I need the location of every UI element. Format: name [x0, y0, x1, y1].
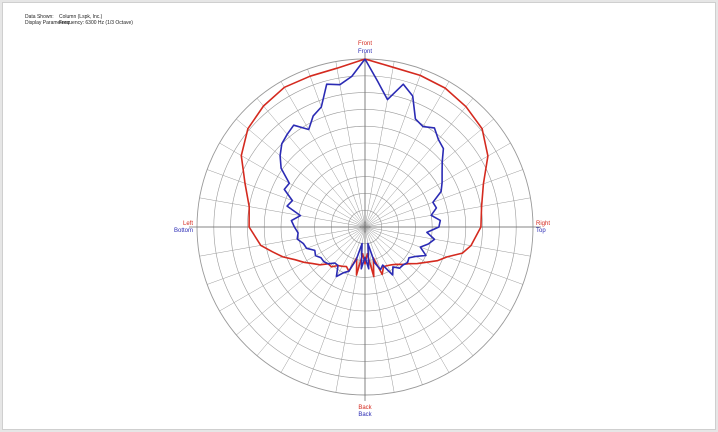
series-line-red [240, 58, 489, 278]
grid-spoke [364, 226, 523, 285]
grid-spoke [335, 226, 366, 393]
polar-chart: Front Front Back Back Left Bottom Right … [174, 41, 550, 418]
grid-spoke [364, 81, 450, 228]
grid-spoke [236, 226, 366, 336]
grid-spoke [364, 226, 395, 393]
grid-spoke [207, 169, 366, 228]
series-layer [240, 58, 489, 278]
grid-spoke [364, 118, 494, 228]
grid-spoke [364, 98, 474, 228]
label-right-b: Top [536, 228, 546, 234]
grid-spoke [364, 61, 395, 228]
grid-spoke [307, 69, 366, 228]
label-right-a: Right [536, 221, 550, 227]
data-shown-label: Data Shown: [25, 14, 54, 20]
display-parameters-value: Frequency: 6300 Hz (1/3 Octave) [59, 20, 133, 26]
grid-spoke [280, 81, 366, 228]
data-shown-value: Column (Lspk, Inc.) [59, 14, 103, 20]
display-parameters-line: Display Parameters:Frequency: 6300 Hz (1… [25, 20, 133, 26]
label-back-a: Back [358, 405, 372, 411]
grid-spoke [364, 197, 531, 228]
grid-spoke [364, 226, 531, 257]
grid-spoke [364, 142, 511, 228]
grid-spoke [307, 226, 366, 385]
direction-labels: Front Front Back Back Left Bottom Right … [174, 41, 550, 418]
grid-spoke [335, 61, 366, 228]
grid-spoke [364, 169, 523, 228]
grid-spoke [256, 226, 366, 356]
grid-spoke [280, 226, 366, 373]
grid-spoke [236, 118, 366, 228]
grid-spoke [219, 142, 366, 228]
label-front-a: Front [358, 41, 372, 47]
grid-spoke [199, 226, 366, 257]
grid-spoke [199, 197, 366, 228]
grid-spoke [364, 226, 511, 312]
data-shown-line: Data Shown: Column (Lspk, Inc.) [25, 14, 102, 20]
grid-spoke [207, 226, 366, 285]
grid-spoke [219, 226, 366, 312]
grid-spoke [364, 226, 474, 356]
grid-spoke [364, 226, 423, 385]
polar-grid [189, 53, 541, 401]
label-back-b: Back [358, 412, 372, 418]
label-front-b: Front [358, 49, 372, 55]
grid-spoke [256, 98, 366, 228]
series-line-blue [279, 58, 445, 278]
label-left-a: Left [183, 221, 193, 227]
grid-spoke [364, 226, 450, 373]
label-left-b: Bottom [174, 228, 193, 234]
display-parameters-label: Display Parameters: [25, 20, 71, 26]
grid-spoke [364, 226, 494, 336]
